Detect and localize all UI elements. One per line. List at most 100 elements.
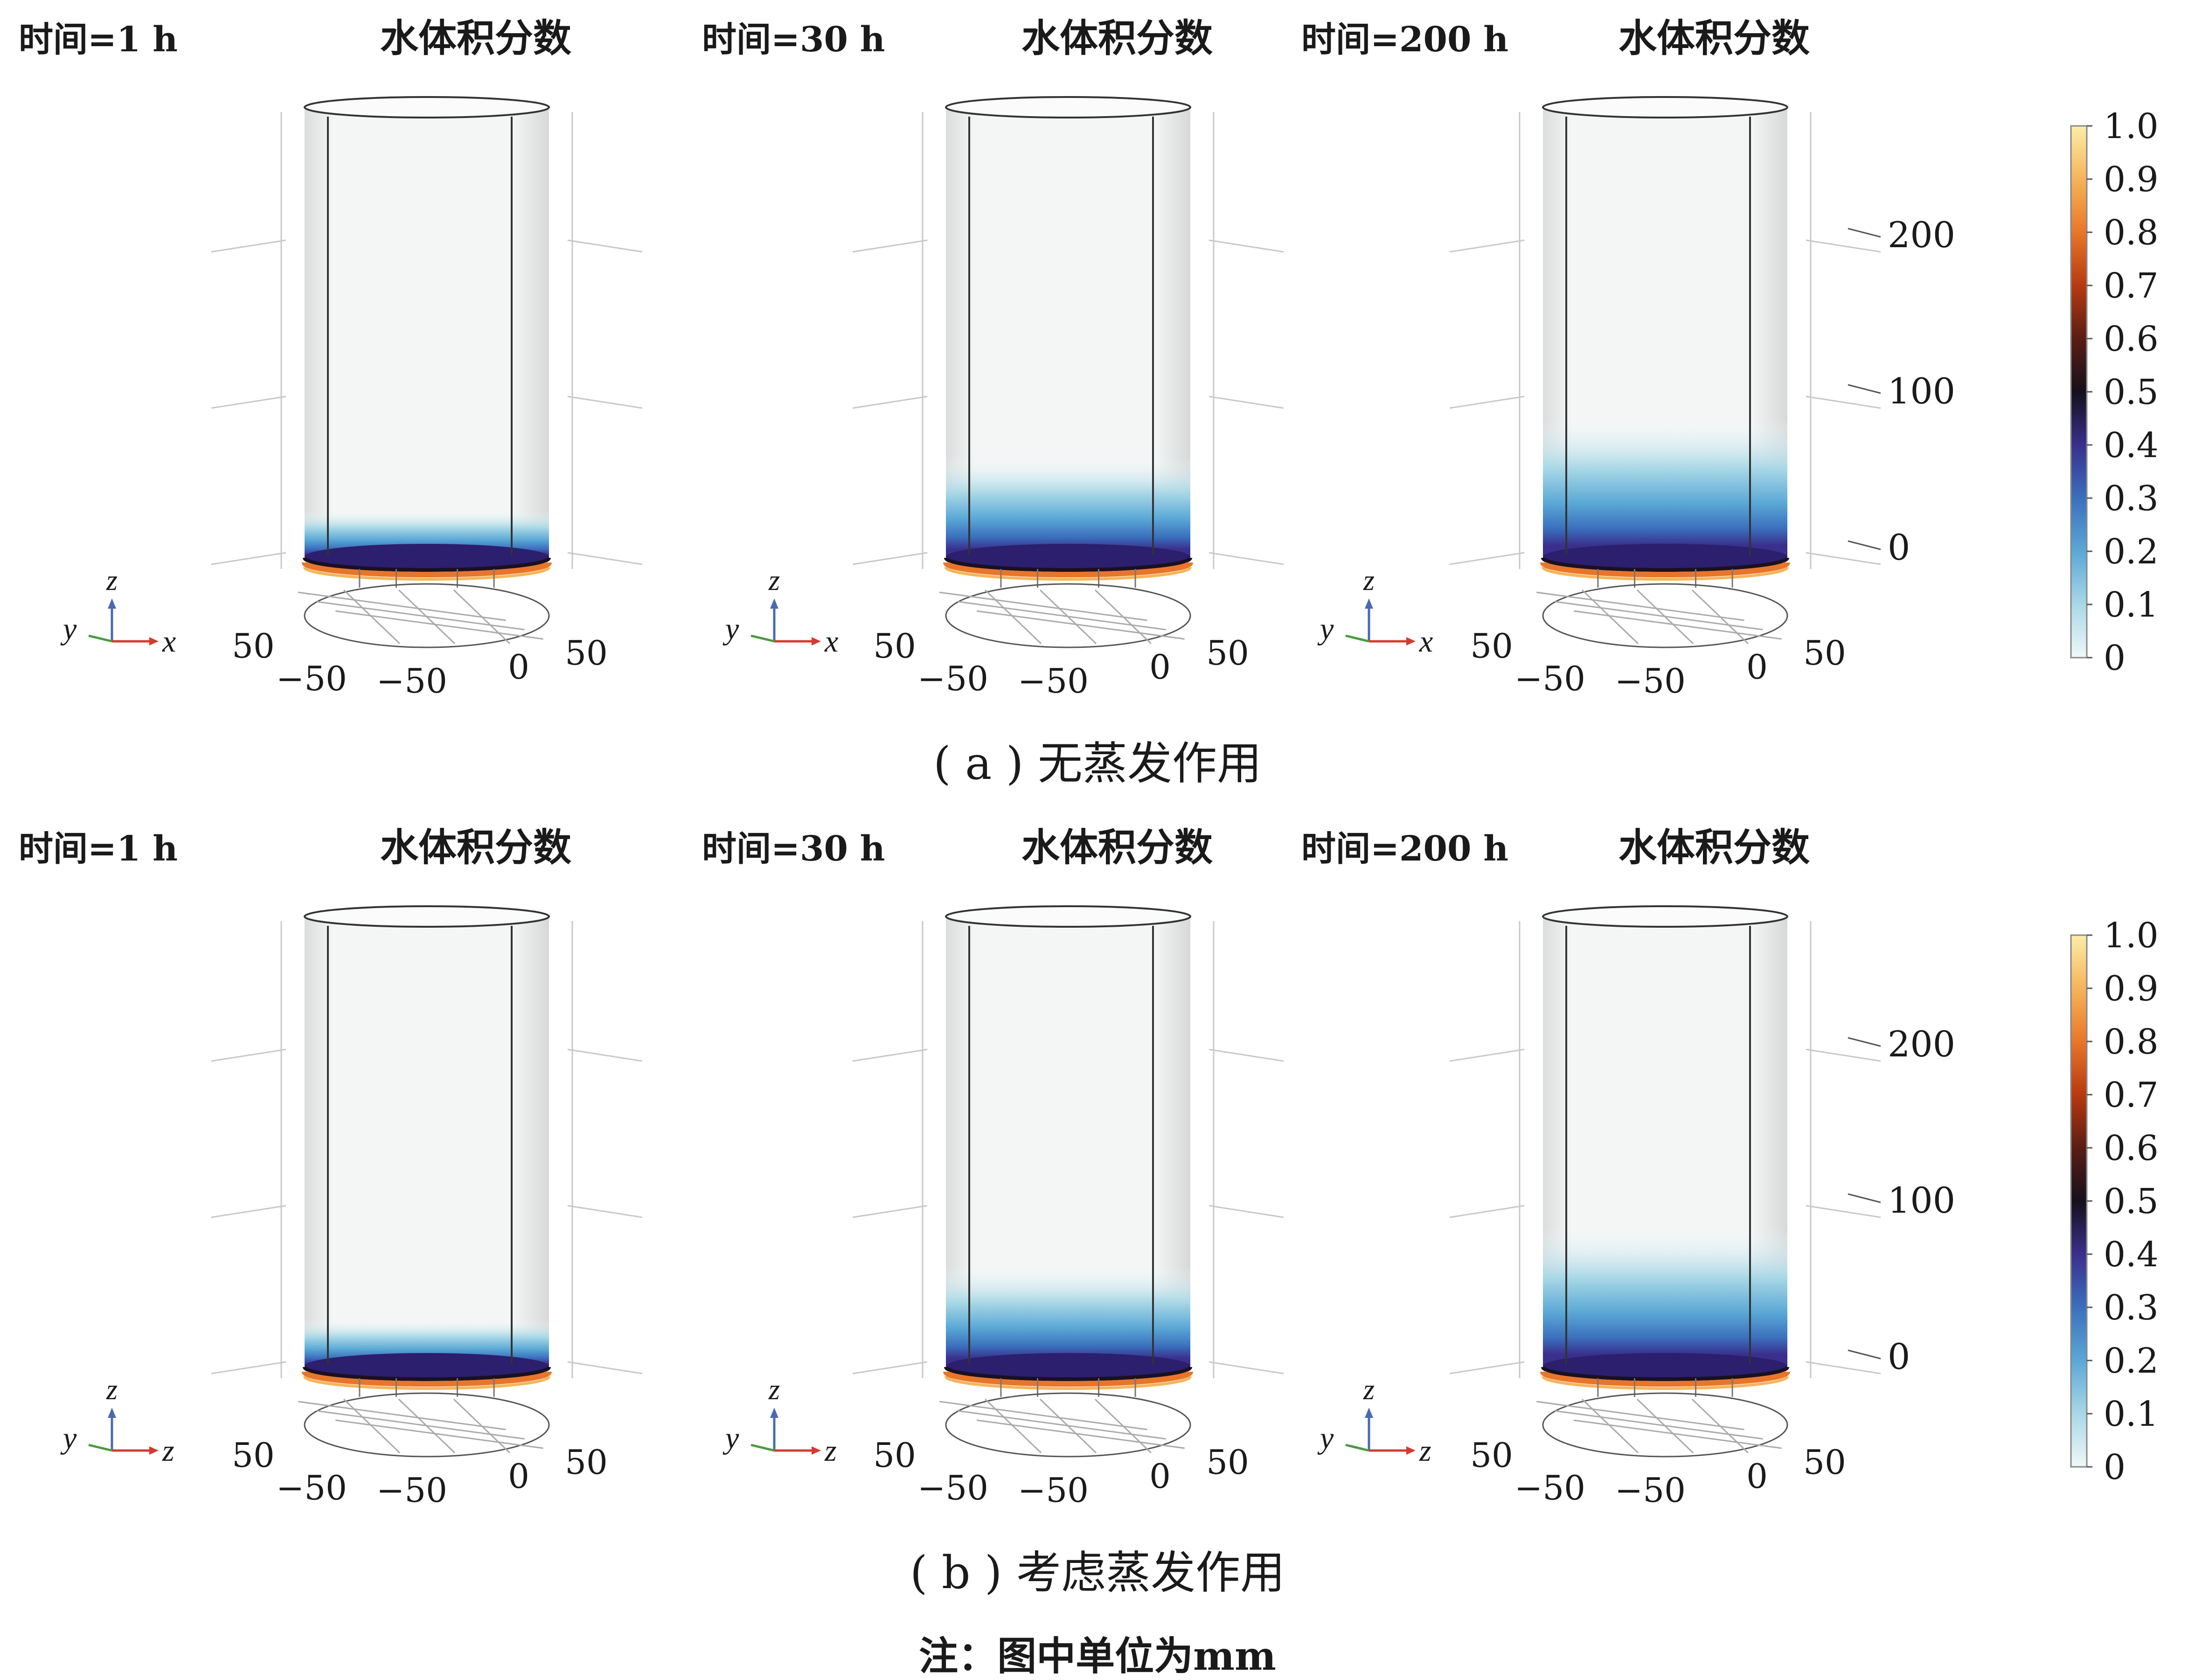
colorbar-tick-label: 0.8 [2104, 213, 2159, 253]
colorbar-scale [2070, 125, 2088, 659]
triad-up-label: z [106, 565, 118, 597]
triad-up-label: z [1363, 565, 1375, 597]
cylinder [302, 96, 552, 588]
axis-tick-label: −50 [917, 1468, 988, 1507]
cylinder-edges [327, 926, 513, 1364]
cylinder [943, 905, 1193, 1397]
horizontal-ticks: 50−50 −50 0 50 [1470, 626, 1846, 701]
triad-left-label: y [722, 1421, 739, 1455]
axis-triad: zy z [1317, 1374, 1431, 1468]
axis-tick-label: 0 [1746, 1457, 1768, 1496]
axis-grid [852, 112, 1284, 569]
colorbar-tick-label: 0.5 [2104, 1181, 2159, 1222]
cylinder [1540, 905, 1790, 1397]
triad-left-label: y [1317, 612, 1334, 646]
triad-right-label: x [162, 625, 176, 659]
axis-tick-label: −50 [917, 659, 988, 698]
water-fraction-band [946, 457, 1190, 560]
orange-rim [302, 1370, 552, 1387]
axis-triad: zy z [60, 1374, 174, 1468]
cylinder-top [1542, 96, 1788, 118]
time-label: 时间=1 h [19, 20, 178, 60]
orange-rim [1540, 1370, 1790, 1387]
horizontal-ticks: 50−50 −50 0 50 [232, 626, 608, 701]
cylinder-edges [1565, 926, 1751, 1364]
colorbar-tick-label: 1.0 [2104, 106, 2159, 146]
horizontal-ticks: 50−50 −50 0 50 [232, 1436, 608, 1510]
colorbar-tick-label: 0.7 [2104, 1075, 2159, 1115]
colorbar-tick-label: 0.6 [2104, 1128, 2159, 1168]
horizontal-ticks: 50−50 −50 0 50 [873, 626, 1249, 701]
horizontal-ticks: 50−50 −50 0 50 [1470, 1436, 1846, 1510]
triad-right-label: z [824, 1434, 837, 1468]
axis-tick-label: 0 [508, 647, 529, 687]
cylinder-edges [327, 117, 513, 555]
axis-tick-label: −50 [1018, 1471, 1089, 1510]
field-title: 水体积分数 [1021, 16, 1213, 61]
axis-tick-label: −50 [1018, 661, 1089, 701]
base-disk [939, 583, 1191, 648]
bottom-layer [305, 544, 549, 570]
panel-caption: ( a ) 无蒸发作用 [933, 737, 1262, 790]
cylinder [1540, 96, 1790, 588]
base-disk [298, 583, 550, 648]
water-fraction-band [946, 1266, 1190, 1369]
triad-up-label: z [768, 1374, 780, 1406]
orange-rim [302, 561, 552, 577]
triad-up-label: z [768, 565, 780, 597]
time-label: 时间=1 h [19, 829, 178, 869]
axis-tick-label: −50 [1514, 659, 1585, 698]
axis-tick-label: 50 [1470, 626, 1513, 666]
axis-tick-label: 50 [1206, 633, 1249, 673]
cylinder-top [1542, 905, 1788, 928]
triad-up-label: z [106, 1374, 118, 1406]
field-title: 水体积分数 [1021, 825, 1213, 870]
cylinder-edges [968, 926, 1154, 1364]
colorbar-tick-label: 0.9 [2104, 969, 2159, 1009]
colorbar-tick-label: 0 [2104, 1447, 2126, 1487]
colorbar-tick-label: 0.2 [2104, 1341, 2159, 1381]
cylinder-top [304, 905, 550, 928]
axis-tick-label: 50 [873, 626, 916, 666]
bottom-layer [946, 1353, 1190, 1379]
axis-tick-label: 50 [1803, 1443, 1846, 1482]
colorbar-tick-label: 0.8 [2104, 1022, 2159, 1062]
units-note: 注：图中单位为mm [919, 1633, 1276, 1679]
colorbar-tick-label: 0 [2104, 638, 2126, 678]
colorbar: 1.0 0.9 0.8 0.7 0.6 0.5 0.4 0.3 0.2 0.1 0 [2070, 916, 2159, 1487]
axis-grid [852, 921, 1284, 1378]
axis-tick-label: 0 [1746, 647, 1768, 687]
axis-tick-label: 50 [1803, 633, 1846, 673]
axis-grid [1449, 112, 1881, 569]
field-title: 水体积分数 [380, 16, 571, 61]
axis-tick-label: −50 [276, 1468, 347, 1507]
colorbar-tick-label: 0.4 [2104, 1235, 2159, 1275]
axis-tick-label: 0 [1149, 1457, 1171, 1496]
colorbar-tick-label: 0.5 [2104, 372, 2159, 412]
field-title: 水体积分数 [1618, 16, 1810, 61]
cylinder-top [945, 905, 1191, 928]
axis-grid [211, 921, 643, 1378]
base-disk [1536, 583, 1788, 648]
triad-right-label: z [1419, 1434, 1431, 1468]
z-tick-label: 0 [1888, 527, 1910, 568]
axis-tick-label: 50 [873, 1436, 916, 1475]
colorbar: 1.0 0.9 0.8 0.7 0.6 0.5 0.4 0.3 0.2 0.1 0 [2070, 106, 2159, 678]
time-label: 时间=30 h [702, 20, 885, 60]
cylinder-top [945, 96, 1191, 118]
field-title: 水体积分数 [1618, 825, 1810, 870]
panel-caption: ( b ) 考虑蒸发作用 [910, 1547, 1285, 1599]
base-disk [1536, 1392, 1788, 1458]
axis-tick-label: 0 [1149, 647, 1171, 687]
axis-tick-label: −50 [276, 659, 347, 698]
time-label: 时间=200 h [1301, 829, 1508, 869]
